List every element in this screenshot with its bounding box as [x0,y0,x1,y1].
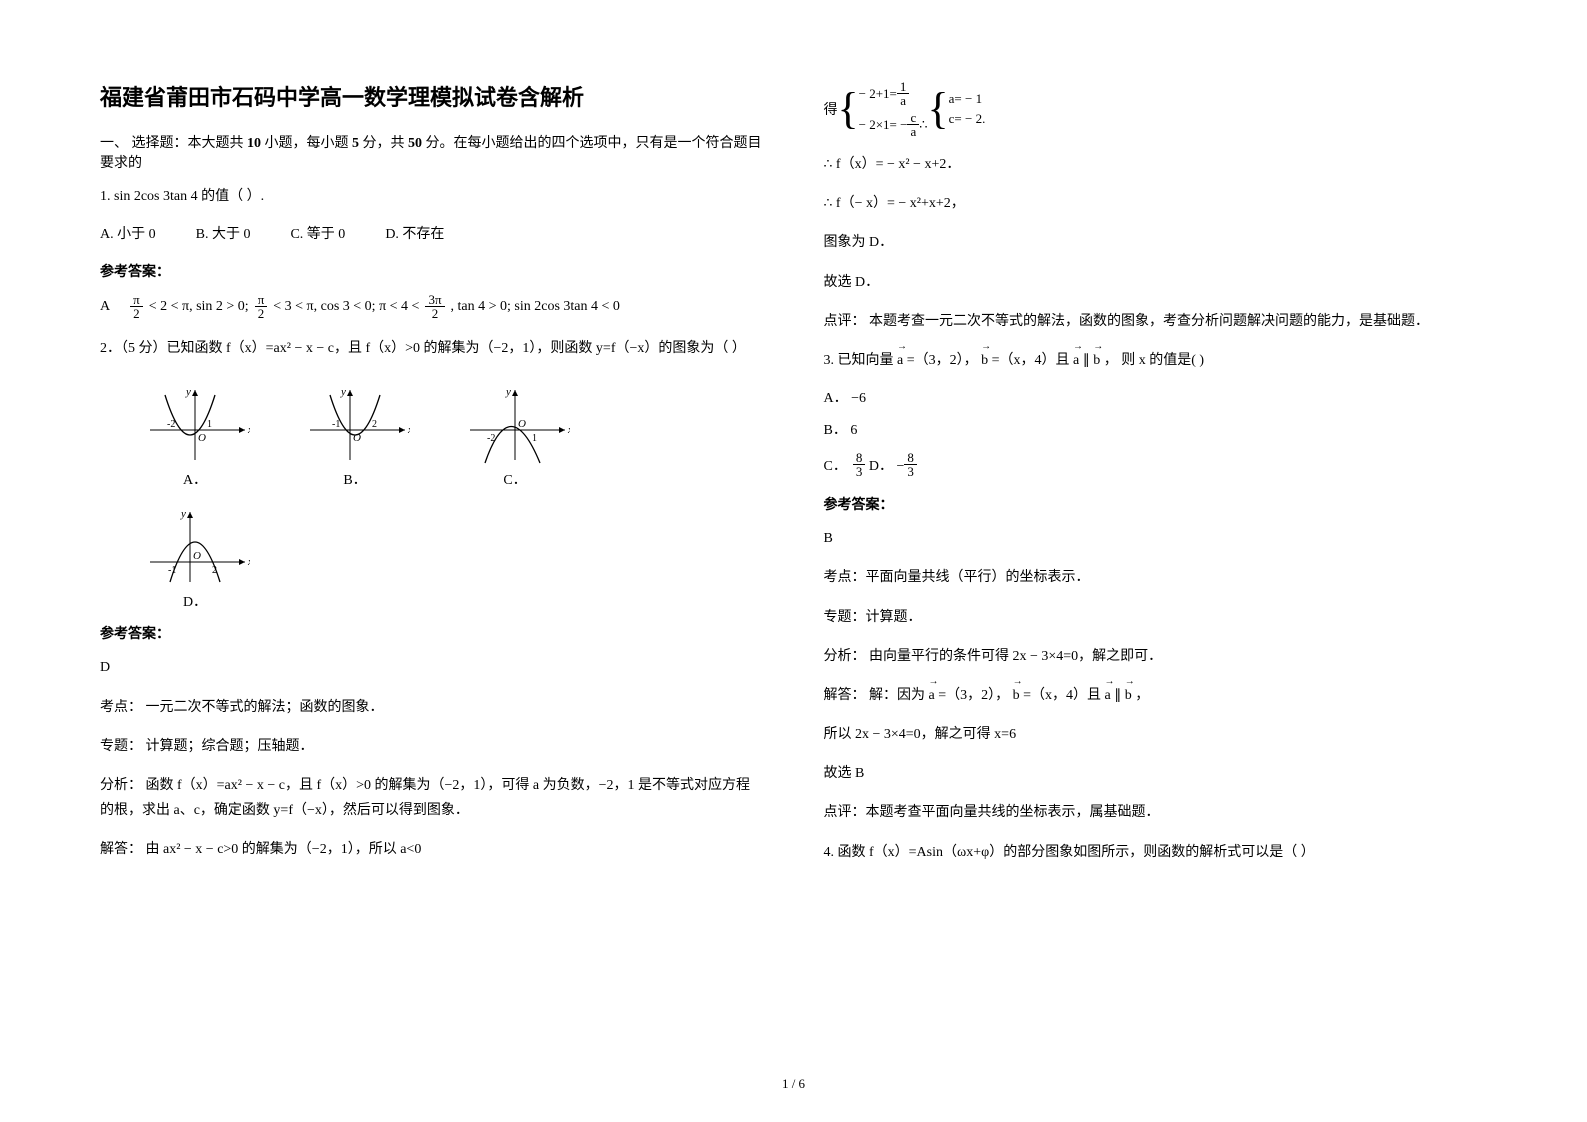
svg-text:O: O [518,418,526,430]
svg-text:y: y [185,386,191,398]
q3-opt-c: C． 83 [824,451,866,478]
dianping-line: 点评： 本题考查一元二次不等式的解法，函数的图象，考查分析问题解决问题的能力，是… [824,309,1488,334]
left-brace-icon: { [838,87,859,131]
section-header: 一、 选择题：本大题共 10 小题，每小题 5 分，共 50 分。在每小题给出的… [100,132,764,172]
svg-text:y: y [340,386,346,398]
svg-text:y: y [505,386,511,398]
q1-opt-b: B. 大于 0 [196,223,251,243]
page-footer: 1 / 6 [0,1076,1587,1092]
q1-opt-d: D. 不存在 [385,223,444,243]
q2-answer-letter: D [100,655,764,680]
svg-text:x: x [407,424,410,436]
q2-stem: 2．（5 分）已知函数 f（x）=ax² − x − c，且 f（x）>0 的解… [100,336,764,361]
q2-graphs-row2: x y O -1 2 D． [140,507,764,611]
sys-eq2: − 2×1= − ca ∴ [859,111,928,138]
svg-text:O: O [193,550,201,562]
res-c: c= − 2. [949,111,986,127]
graph-b-label: B． [300,469,410,489]
q2-answer-header: 参考答案： [100,623,764,643]
graph-a: x y O -2 1 A． [140,385,250,489]
vector-a2: a [1073,348,1079,373]
q2-zhuanti: 专题： 计算题；综合题；压轴题． [100,734,764,759]
q2-jieda: 解答： 由 ax² − x − c>0 的解集为（−2，1），所以 a<0 [100,837,764,862]
graph-c-label: C． [460,469,570,489]
vector-b3: b [1013,683,1020,708]
q3-answer-letter: B [824,526,1488,551]
vector-b2: b [1093,348,1100,373]
svg-text:1: 1 [532,433,537,444]
right-column: 得 { − 2+1= 1a − 2×1= − ca ∴ { a= − 1 c= … [824,80,1488,1040]
q4-stem: 4. 函数 f（x）=Asin（ωx+φ）的部分图象如图所示，则函数的解析式可以… [824,840,1488,865]
svg-text:-1: -1 [332,419,340,430]
svg-text:x: x [567,424,570,436]
svg-text:y: y [180,508,186,520]
svg-text:1: 1 [207,419,212,430]
svg-text:x: x [247,556,250,568]
q3-jieda2: 所以 2x − 3×4=0，解之可得 x=6 [824,722,1488,747]
svg-text:x: x [247,424,250,436]
q3-kaodian: 考点：平面向量共线（平行）的坐标表示． [824,565,1488,590]
q1-opt-a: A. 小于 0 [100,223,156,243]
q1-math-tail: , tan 4 > 0; sin 2cos 3tan 4 < 0 [451,299,620,315]
q3-dianping: 点评：本题考查平面向量共线的坐标表示，属基础题． [824,800,1488,825]
svg-text:2: 2 [372,419,377,430]
graph-c: x y O -2 1 C． [460,385,570,489]
brace-system: 得 { − 2+1= 1a − 2×1= − ca ∴ { a= − 1 c= … [824,80,1488,138]
image-d-line: 图象为 D． [824,230,1488,255]
q1-ans-letter: A [100,299,110,315]
graph-a-label: A． [140,469,250,489]
fx-line: ∴ f（x）= − x² − x+2． [824,152,1488,177]
guxuan-line: 故选 D． [824,270,1488,295]
vector-b4: b [1125,683,1132,708]
section-text: 一、 选择题：本大题共 10 小题，每小题 5 分，共 50 分。在每小题给出的… [100,136,762,171]
q3-options: A． −6 B． 6 C． 83 D． − 83 [824,387,1488,490]
q3-opt-d: D． − 83 [869,451,917,478]
q3-opt-a: A． −6 [824,387,1488,407]
parabola-c-icon: x y O -2 1 [460,385,570,465]
q3-zhuanti: 专题：计算题． [824,605,1488,630]
left-column: 福建省莆田市石码中学高一数学理模拟试卷含解析 一、 选择题：本大题共 10 小题… [100,80,764,1040]
parabola-a-icon: x y O -2 1 [140,385,250,465]
sys-eq1: − 2+1= 1a [859,80,928,107]
parabola-b-icon: x y O -1 2 [300,385,410,465]
q3-jieda: 解答： 解：因为 a =（3，2）， b =（x，4）且 a ∥ b ， [824,683,1488,708]
svg-text:-2: -2 [167,419,175,430]
q1-opt-c: C. 等于 0 [290,223,345,243]
left-brace-icon-2: { [928,87,949,131]
de-label: 得 [824,99,838,119]
fnx-line: ∴ f（− x）= − x²+x+2， [824,191,1488,216]
graph-d-label: D． [140,591,250,611]
q3-guxuan: 故选 B [824,761,1488,786]
q2-fenxi: 分析： 函数 f（x）=ax² − x − c，且 f（x）>0 的解集为（−2… [100,773,764,823]
parabola-d-icon: x y O -1 2 [140,507,250,587]
svg-text:O: O [198,432,206,444]
vector-b: b [981,348,988,373]
q1-answer-header: 参考答案： [100,261,764,281]
page-title: 福建省莆田市石码中学高一数学理模拟试卷含解析 [100,80,764,112]
q1-stem: 1. sin 2cos 3tan 4 的值（ ）. [100,184,764,209]
graph-d: x y O -1 2 D． [140,507,250,611]
vector-a3: a [929,683,935,708]
q2-kaodian: 考点： 一元二次不等式的解法；函数的图象． [100,695,764,720]
res-a: a= − 1 [949,91,986,107]
q3-fenxi: 分析： 由向量平行的条件可得 2x − 3×4=0，解之即可． [824,644,1488,669]
graph-b: x y O -1 2 B． [300,385,410,489]
q3-stem: 3. 已知向量 a =（3，2）， b =（x，4）且 a ∥ b ， 则 x … [824,348,1488,373]
q1-math-seg2: < 3 < π, cos 3 < 0; π < 4 < [273,299,419,315]
vector-a4: a [1105,683,1111,708]
q3-answer-header: 参考答案： [824,494,1488,514]
q1-math-seg1: < 2 < π, sin 2 > 0; [149,299,249,315]
q3-opt-b: B． 6 [824,419,1488,439]
q1-answer-math: A π2 < 2 < π, sin 2 > 0; π2 < 3 < π, cos… [100,293,764,320]
therefore-label: ∴ [919,117,927,133]
q1-options: A. 小于 0 B. 大于 0 C. 等于 0 D. 不存在 [100,223,764,243]
q2-graphs-row1: x y O -2 1 A． x y O [140,385,764,489]
vector-a: a [897,348,903,373]
